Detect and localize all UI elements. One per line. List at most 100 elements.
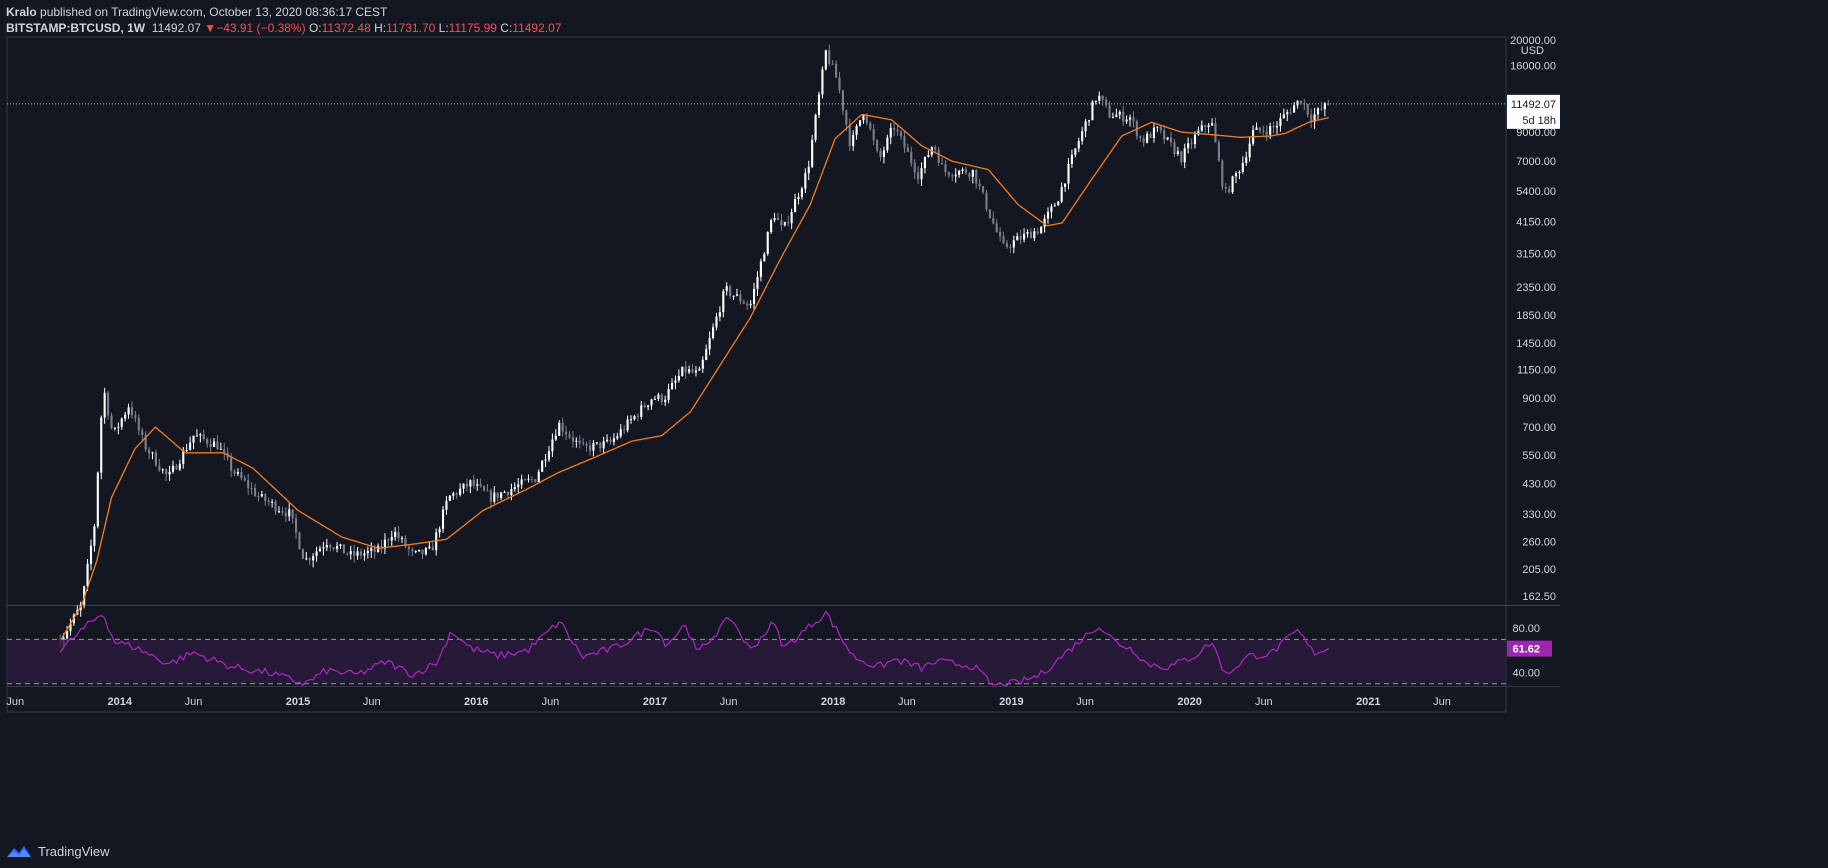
candle bbox=[585, 441, 588, 452]
candle-body bbox=[865, 114, 868, 124]
candle-body bbox=[1231, 176, 1234, 193]
candle bbox=[161, 468, 164, 474]
candle bbox=[1313, 107, 1316, 129]
candle bbox=[1303, 98, 1306, 111]
candle-body bbox=[1023, 233, 1026, 240]
candle-body bbox=[708, 338, 711, 350]
candle bbox=[171, 460, 175, 474]
candle bbox=[127, 403, 130, 419]
candle-body bbox=[1214, 123, 1217, 143]
candle bbox=[503, 490, 506, 494]
time-tick-label: Jun bbox=[1255, 696, 1273, 708]
candle-body bbox=[595, 442, 598, 444]
candle bbox=[1040, 226, 1043, 234]
candle-body bbox=[240, 471, 243, 479]
candle-body bbox=[510, 489, 513, 496]
candle-body bbox=[1002, 236, 1005, 244]
candle-body bbox=[814, 114, 817, 140]
time-axis: Jun 2014 Jun 2015 Jun 2016 Jun 2017 Jun 2018 Jun 20… bbox=[6, 696, 1450, 708]
candle bbox=[971, 169, 974, 184]
candle bbox=[1156, 126, 1159, 132]
candle-body bbox=[544, 459, 547, 461]
candle bbox=[257, 492, 260, 502]
candle-body bbox=[684, 366, 687, 373]
candle-body bbox=[1125, 119, 1128, 122]
candle-body bbox=[923, 156, 927, 169]
candle-body bbox=[1313, 114, 1316, 122]
candle bbox=[1323, 102, 1326, 117]
candle bbox=[1241, 156, 1244, 174]
candle bbox=[1057, 201, 1060, 206]
candle-body bbox=[65, 631, 69, 639]
tradingview-logo[interactable]: TradingView bbox=[6, 840, 110, 862]
candle bbox=[1289, 107, 1292, 115]
candle-body bbox=[835, 63, 838, 78]
candle bbox=[797, 192, 800, 205]
candle-body bbox=[975, 169, 978, 184]
candle bbox=[1173, 138, 1176, 158]
candle bbox=[537, 469, 540, 484]
candle-body bbox=[633, 415, 636, 420]
candle-body bbox=[585, 443, 588, 446]
candle bbox=[390, 530, 393, 547]
candle-body bbox=[742, 301, 745, 304]
candle-body bbox=[718, 312, 721, 317]
candle bbox=[845, 109, 848, 131]
candle-body bbox=[1046, 211, 1050, 219]
candle bbox=[835, 60, 838, 78]
candle bbox=[958, 169, 961, 178]
candle bbox=[1142, 135, 1145, 147]
candle-body bbox=[209, 443, 212, 447]
candle-body bbox=[124, 414, 127, 419]
candle-body bbox=[1183, 148, 1186, 163]
candle-body bbox=[701, 359, 704, 369]
rsi-current-badge-label: 61.62 bbox=[1512, 644, 1540, 656]
candle bbox=[670, 378, 674, 390]
candle bbox=[828, 44, 831, 67]
candle bbox=[1118, 110, 1121, 120]
candle bbox=[588, 439, 592, 456]
candle bbox=[1050, 203, 1053, 219]
candle-body bbox=[1043, 218, 1046, 227]
candle bbox=[1282, 108, 1285, 119]
candle bbox=[999, 227, 1002, 242]
author-name: Kralo bbox=[6, 5, 37, 19]
candle-body bbox=[1094, 100, 1097, 102]
candle-body bbox=[1228, 188, 1231, 193]
candle-body bbox=[674, 380, 677, 383]
candle bbox=[1279, 113, 1282, 132]
candle bbox=[1316, 107, 1320, 120]
candle-body bbox=[1087, 120, 1091, 122]
candle-body bbox=[715, 316, 718, 328]
candle-body bbox=[356, 551, 359, 556]
candle bbox=[893, 121, 896, 137]
candle bbox=[359, 548, 363, 559]
candle bbox=[940, 157, 944, 165]
candle-body bbox=[1193, 134, 1197, 144]
candle-body bbox=[780, 220, 783, 226]
candle-body bbox=[677, 375, 680, 381]
candle-body bbox=[329, 545, 332, 548]
candle-body bbox=[312, 556, 315, 561]
candle-body bbox=[876, 140, 879, 151]
candle bbox=[493, 486, 496, 504]
candle bbox=[1111, 112, 1114, 119]
candle-body bbox=[178, 463, 181, 470]
candle-body bbox=[691, 369, 694, 373]
candle-body bbox=[305, 558, 308, 560]
candle bbox=[404, 535, 407, 548]
candle-body bbox=[1026, 231, 1029, 234]
candle-body bbox=[841, 90, 844, 111]
candle-body bbox=[158, 465, 161, 471]
candle-body bbox=[260, 494, 263, 497]
price-tick-label: 700.00 bbox=[1522, 422, 1556, 434]
candle-body bbox=[1187, 143, 1190, 149]
candle-body bbox=[705, 349, 708, 360]
candle-body bbox=[353, 551, 356, 556]
candle bbox=[212, 437, 216, 448]
price-axis: 20000.0016000.0012000.009000.007000.0054… bbox=[1507, 35, 1560, 680]
candle-body bbox=[664, 399, 667, 403]
candle-body bbox=[411, 549, 414, 552]
candle-body bbox=[1105, 99, 1108, 106]
